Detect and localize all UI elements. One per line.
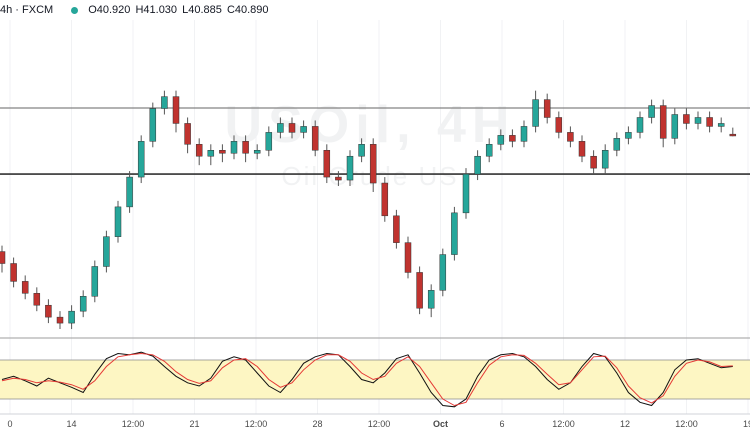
time-axis-label: 12:00: [675, 419, 698, 429]
ohlc-readout: O40.920 H41.030 L40.885 C40.890: [88, 4, 270, 16]
candle-body: [671, 114, 679, 139]
candle-body: [79, 296, 87, 312]
candle-body: [300, 126, 307, 133]
close-value: C40.890: [226, 4, 269, 16]
candle-body: [717, 123, 725, 127]
candle-body: [694, 117, 702, 124]
candle-body: [427, 290, 435, 309]
candle-body: [439, 254, 447, 291]
time-axis-label: 12:00: [122, 419, 145, 429]
candle-body: [311, 126, 319, 151]
candle-body: [532, 99, 539, 127]
candle-body: [520, 126, 528, 142]
candle-body: [590, 155, 597, 169]
candle-body: [242, 141, 249, 154]
candle-body: [381, 182, 389, 217]
candle-body: [265, 132, 273, 151]
time-axis-label: Oct: [433, 419, 448, 429]
candle-body: [346, 155, 354, 181]
candle-body: [184, 123, 191, 145]
candle-body: [601, 150, 609, 169]
candle-body: [21, 281, 29, 294]
candle-body: [648, 105, 655, 118]
time-axis-label: 12:00: [245, 419, 268, 429]
symbol-label: 4h · FXCM: [0, 4, 54, 16]
candle-body: [161, 96, 168, 109]
time-axis-label: 19: [743, 419, 750, 429]
time-axis-label: 28: [312, 419, 322, 429]
time-axis-label: 12: [620, 419, 630, 429]
candle-body: [91, 266, 99, 297]
candle-body: [253, 150, 261, 154]
candle-body: [45, 304, 52, 318]
candle-body: [636, 117, 644, 133]
candle-body: [543, 99, 551, 118]
stochastic-panel: [0, 351, 750, 408]
low-value: L40.885: [182, 4, 222, 16]
candle-body: [195, 144, 203, 157]
candle-body: [230, 141, 238, 154]
candle-body: [126, 176, 133, 208]
open-value: O40.920: [88, 4, 131, 16]
time-axis-label: 12:00: [552, 419, 575, 429]
candle-body: [706, 117, 713, 127]
candle-body: [683, 114, 690, 124]
candle-body: [335, 176, 342, 181]
candle-body: [172, 96, 180, 124]
time-axis-label: 14: [66, 419, 76, 429]
grid-layer: [0, 20, 750, 415]
candle-body: [137, 141, 145, 178]
candle-body: [0, 251, 6, 264]
candle-body: [56, 316, 64, 324]
chart-header: 4h · FXCM O40.920 H41.030 L40.885 C40.89…: [0, 0, 750, 20]
time-axis: 0 14 12:00 21 12:00 28 12:00 Oct 6 12:00 12 12:00 19: [7, 419, 750, 429]
candle-body: [613, 138, 621, 151]
candle-body: [555, 117, 563, 133]
candle-body: [358, 144, 365, 157]
candle-body: [659, 105, 667, 139]
candle-body: [416, 272, 423, 309]
candle-body: [33, 293, 41, 306]
time-axis-label: 21: [189, 419, 199, 429]
time-axis-label: 0: [7, 419, 12, 429]
candle-body: [567, 132, 574, 142]
time-axis-label: 12:00: [368, 419, 391, 429]
high-value: H41.030: [135, 4, 178, 16]
candle-body: [219, 150, 226, 154]
stochastic-line-k: [1, 351, 733, 408]
time-axis-label: 6: [499, 419, 504, 429]
candle-body: [288, 123, 296, 133]
candle-body: [393, 215, 400, 243]
candle-body: [509, 135, 516, 142]
market-status-dot: [71, 6, 79, 14]
candle-body: [625, 132, 632, 139]
candle-body: [10, 263, 17, 282]
candle-body: [323, 150, 331, 178]
candle-body: [68, 310, 75, 324]
candle-body: [462, 173, 470, 214]
candle-body: [114, 206, 122, 237]
candlestick-series: [0, 90, 737, 330]
candle-body: [103, 236, 110, 267]
candle-body: [277, 123, 284, 133]
candle-body: [485, 144, 493, 157]
candle-body: [369, 144, 377, 184]
candle-body: [207, 150, 215, 157]
candle-body: [497, 135, 505, 145]
candle-body: [404, 242, 412, 273]
candle-body: [149, 108, 157, 142]
candle-body: [729, 133, 737, 137]
candle-body: [474, 155, 481, 175]
candle-body: [578, 141, 586, 157]
stochastic-line-d: [1, 352, 733, 407]
candle-body: [451, 212, 458, 255]
